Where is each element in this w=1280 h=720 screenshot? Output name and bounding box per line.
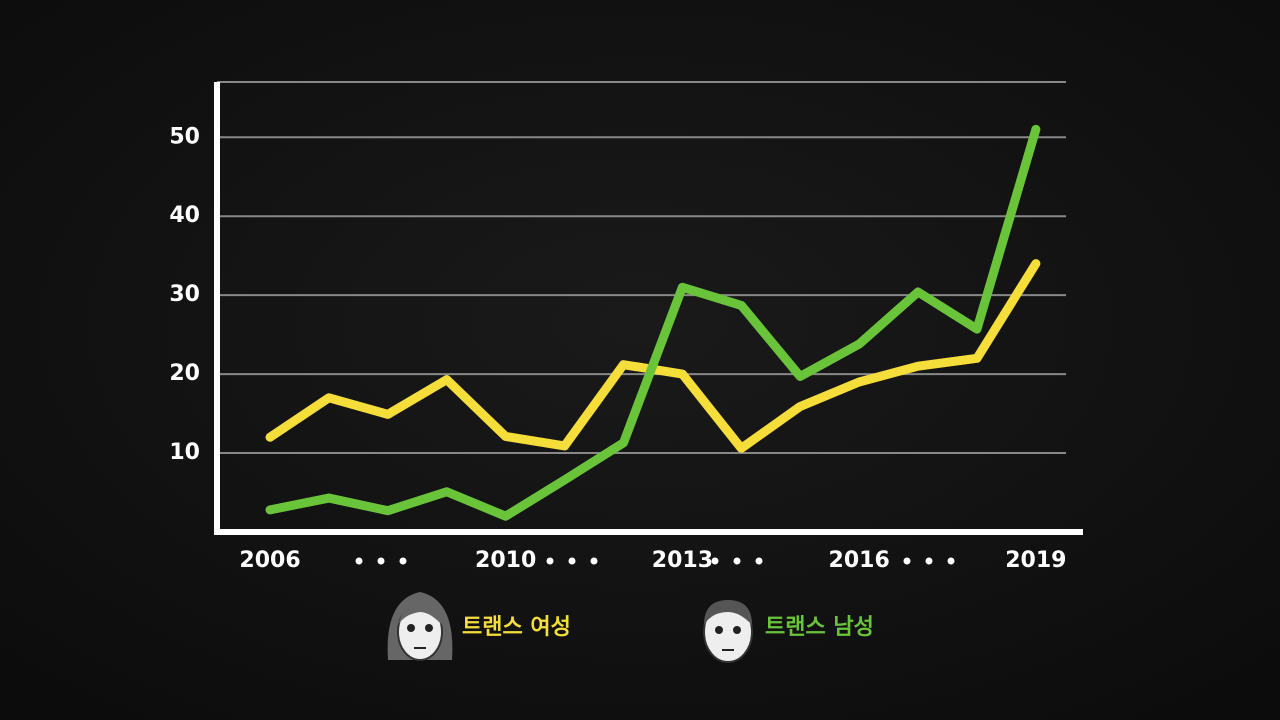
legend-icon-male <box>703 600 753 663</box>
y-tick-label: 40 <box>169 203 200 228</box>
x-tick-label: 2019 <box>1005 548 1066 573</box>
y-tick-label: 50 <box>169 124 200 149</box>
x-tick-label: 2006 <box>239 548 300 573</box>
x-tick-label: 2016 <box>829 548 890 573</box>
legend-icon-female <box>387 592 453 661</box>
y-tick-label: 10 <box>169 440 200 465</box>
axis-dots <box>355 557 955 565</box>
y-tick-label: 20 <box>169 361 200 386</box>
y-tick-label: 30 <box>169 282 200 307</box>
series-line <box>265 124 1041 521</box>
x-tick-label: 2010 <box>475 548 536 573</box>
legend-label: 트랜스 남성 <box>765 615 874 640</box>
legend-label: 트랜스 여성 <box>462 615 571 640</box>
x-tick-label: 2013 <box>652 548 713 573</box>
